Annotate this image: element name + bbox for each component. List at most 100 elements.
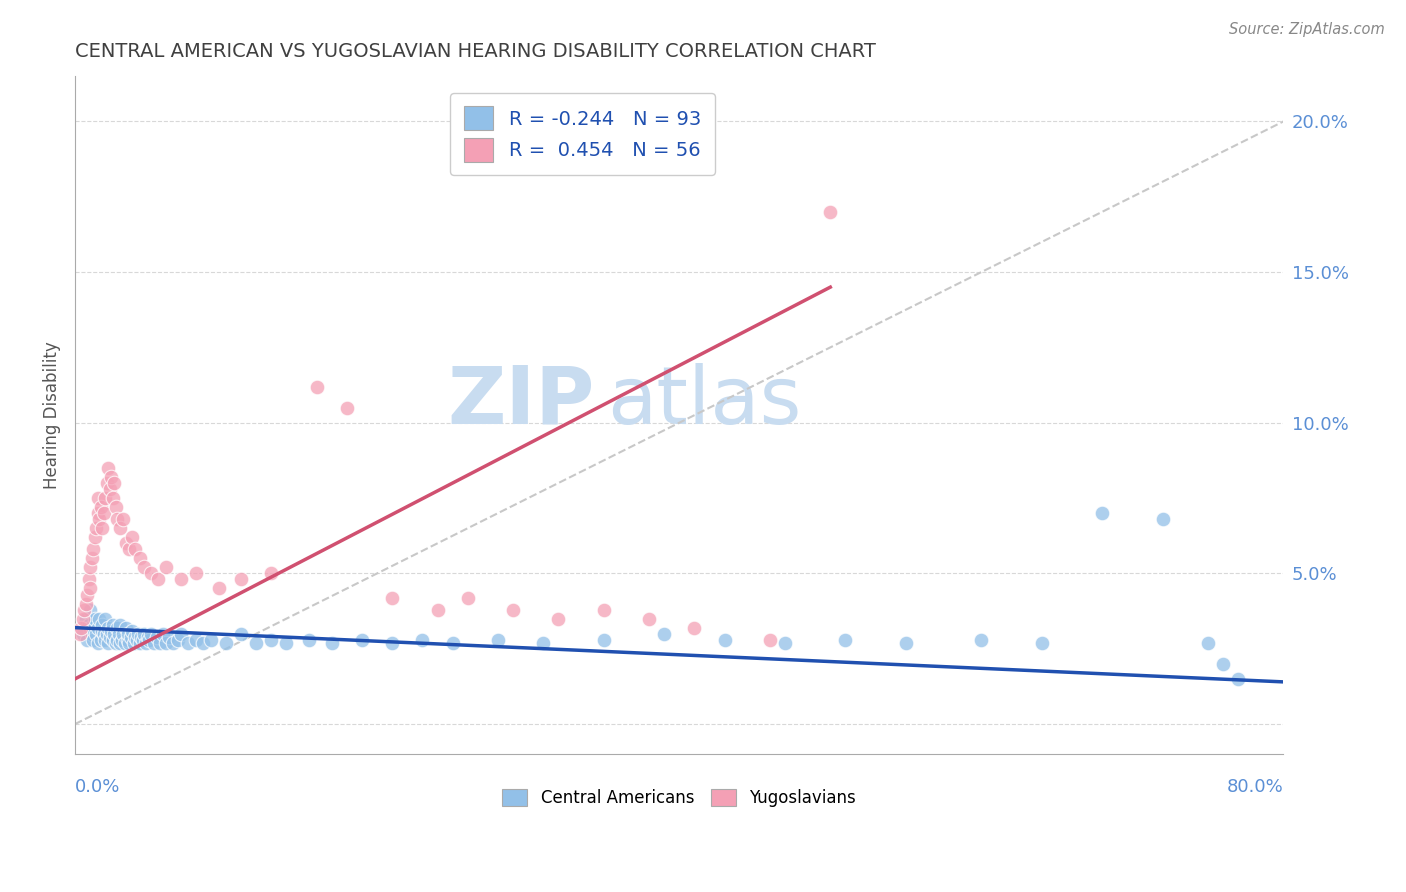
- Point: [86, 636, 108, 650]
- Point: [155, 636, 177, 650]
- Point: [118, 542, 141, 557]
- Point: [132, 632, 155, 647]
- Point: [120, 630, 142, 644]
- Point: [970, 632, 993, 647]
- Point: [82, 632, 104, 647]
- Point: [108, 626, 131, 640]
- Point: [69, 626, 91, 640]
- Point: [129, 636, 152, 650]
- Point: [76, 587, 98, 601]
- Point: [245, 636, 267, 650]
- Point: [105, 621, 128, 635]
- Point: [193, 636, 215, 650]
- Point: [79, 582, 101, 596]
- Point: [91, 521, 114, 535]
- Point: [96, 475, 118, 490]
- Point: [125, 632, 148, 647]
- Point: [90, 632, 112, 647]
- Point: [117, 626, 139, 640]
- Point: [426, 602, 449, 616]
- Point: [115, 536, 138, 550]
- Point: [166, 632, 188, 647]
- Point: [105, 632, 128, 647]
- Point: [89, 512, 111, 526]
- Point: [86, 621, 108, 635]
- Point: [592, 632, 614, 647]
- Point: [531, 636, 554, 650]
- Point: [321, 636, 343, 650]
- Point: [101, 617, 124, 632]
- Point: [75, 612, 97, 626]
- Point: [713, 632, 735, 647]
- Point: [104, 636, 127, 650]
- Point: [652, 626, 675, 640]
- Point: [486, 632, 509, 647]
- Point: [138, 632, 160, 647]
- Point: [260, 566, 283, 581]
- Legend: Central Americans, Yugoslavians: Central Americans, Yugoslavians: [496, 782, 863, 814]
- Point: [84, 521, 107, 535]
- Point: [72, 612, 94, 626]
- Point: [139, 626, 162, 640]
- Point: [298, 632, 321, 647]
- Point: [350, 632, 373, 647]
- Point: [184, 566, 207, 581]
- Point: [305, 379, 328, 393]
- Point: [70, 621, 93, 635]
- Point: [86, 491, 108, 505]
- Point: [121, 624, 143, 638]
- Point: [122, 636, 145, 650]
- Point: [136, 630, 159, 644]
- Text: 80.0%: 80.0%: [1227, 779, 1284, 797]
- Point: [118, 636, 141, 650]
- Point: [84, 626, 107, 640]
- Point: [110, 521, 132, 535]
- Point: [759, 632, 782, 647]
- Point: [184, 632, 207, 647]
- Point: [93, 626, 115, 640]
- Point: [1031, 636, 1053, 650]
- Point: [98, 482, 121, 496]
- Point: [80, 626, 103, 640]
- Point: [110, 617, 132, 632]
- Point: [105, 512, 128, 526]
- Point: [91, 617, 114, 632]
- Point: [157, 630, 180, 644]
- Point: [94, 632, 117, 647]
- Text: atlas: atlas: [607, 363, 801, 441]
- Point: [97, 621, 120, 635]
- Point: [83, 530, 105, 544]
- Text: ZIP: ZIP: [447, 363, 595, 441]
- Point: [638, 612, 661, 626]
- Point: [77, 573, 100, 587]
- Point: [1227, 672, 1250, 686]
- Point: [336, 401, 359, 415]
- Point: [142, 636, 165, 650]
- Point: [104, 500, 127, 515]
- Point: [894, 636, 917, 650]
- Point: [75, 597, 97, 611]
- Point: [124, 630, 146, 644]
- Point: [207, 582, 229, 596]
- Text: Source: ZipAtlas.com: Source: ZipAtlas.com: [1229, 22, 1385, 37]
- Point: [83, 612, 105, 626]
- Point: [79, 621, 101, 635]
- Point: [117, 632, 139, 647]
- Point: [162, 636, 184, 650]
- Point: [77, 617, 100, 632]
- Point: [177, 636, 200, 650]
- Point: [820, 204, 842, 219]
- Point: [72, 626, 94, 640]
- Point: [124, 542, 146, 557]
- Point: [260, 632, 283, 647]
- Point: [231, 573, 253, 587]
- Point: [112, 626, 135, 640]
- Point: [146, 573, 169, 587]
- Point: [114, 636, 136, 650]
- Point: [112, 512, 135, 526]
- Point: [80, 551, 103, 566]
- Point: [79, 560, 101, 574]
- Point: [76, 632, 98, 647]
- Point: [97, 636, 120, 650]
- Point: [127, 626, 149, 640]
